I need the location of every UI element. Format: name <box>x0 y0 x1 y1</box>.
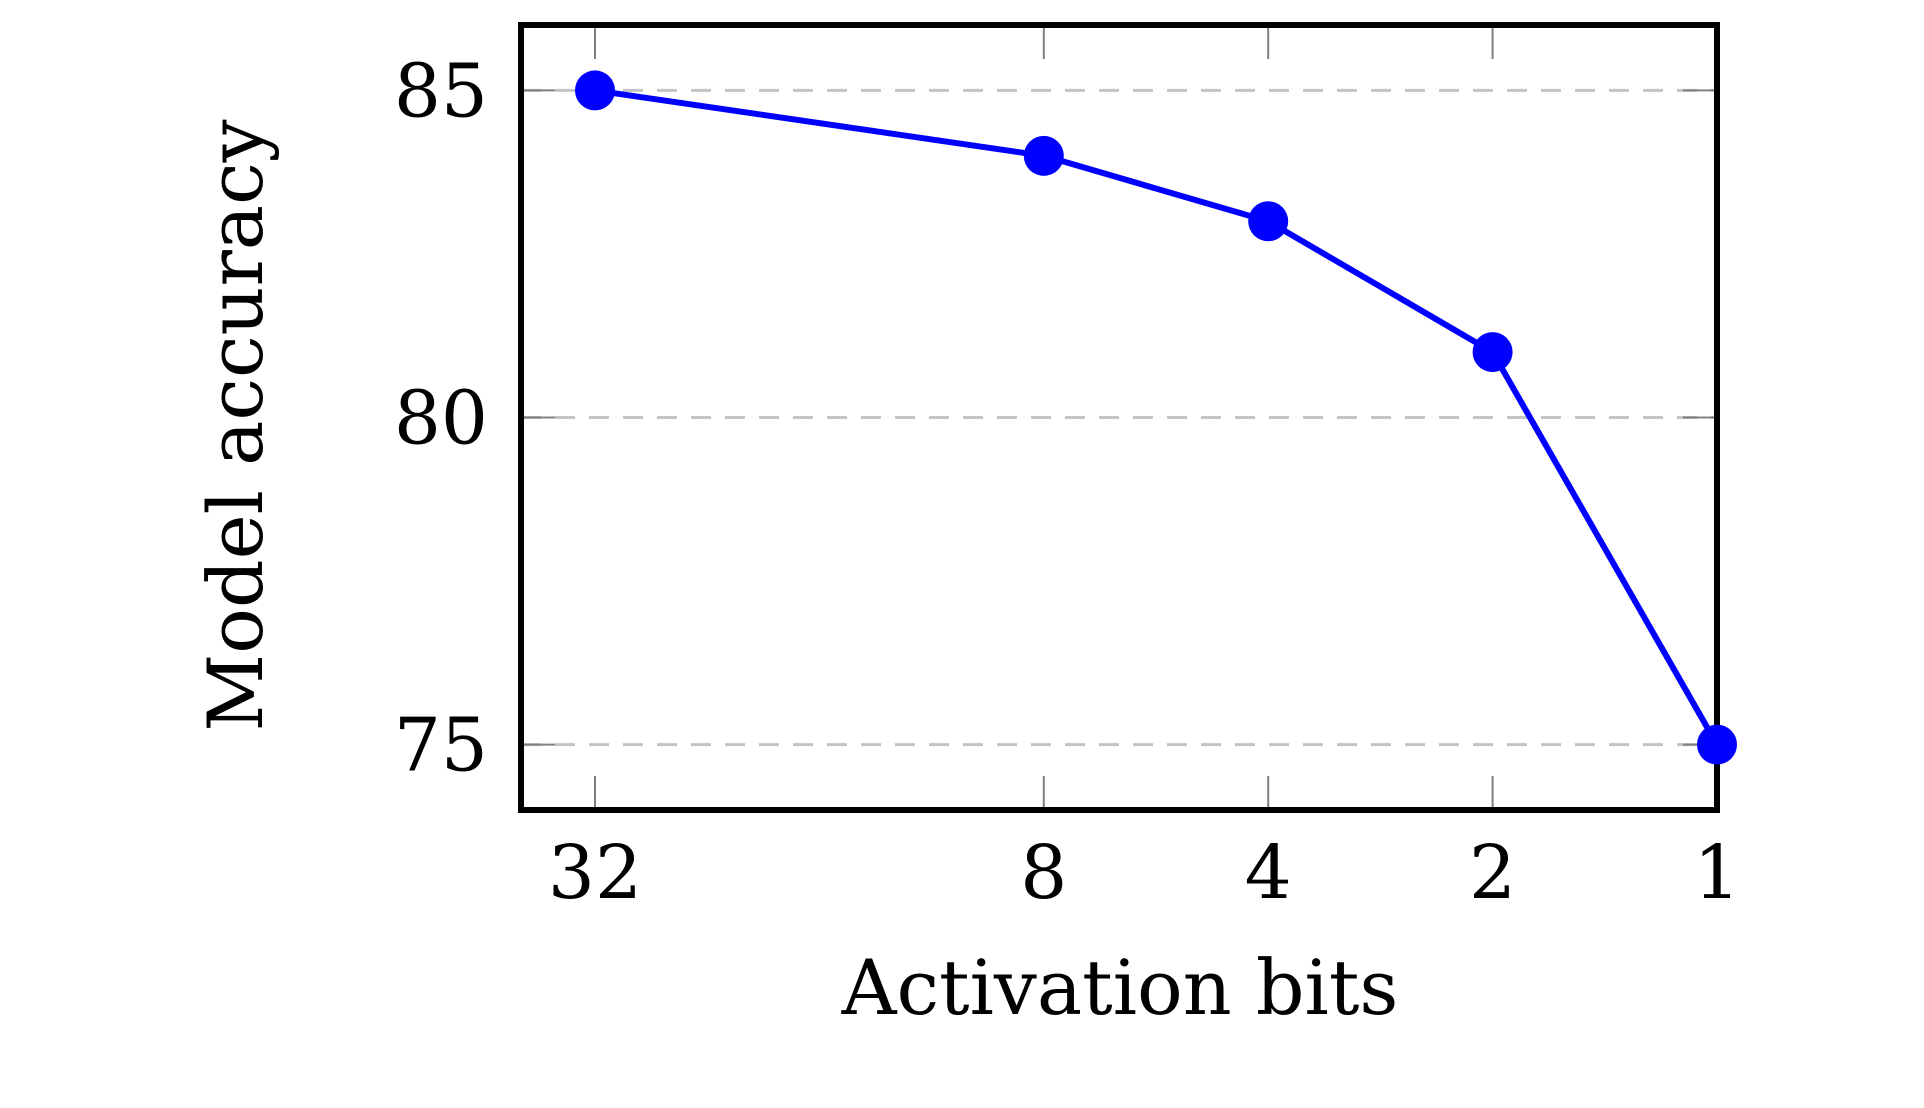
y-tick-label: 85 <box>394 48 488 134</box>
gridlines <box>521 88 1717 747</box>
data-point <box>1472 332 1513 373</box>
x-tick-label: 2 <box>1469 830 1516 916</box>
data-point <box>575 70 615 111</box>
x-tick-label: 32 <box>548 830 642 916</box>
data-point <box>1023 135 1064 176</box>
x-tick-label: 4 <box>1245 830 1292 916</box>
x-tick-label: 8 <box>1020 830 1067 916</box>
data-point <box>1697 724 1737 765</box>
data-point <box>1248 201 1289 242</box>
x-tick-label: 1 <box>1693 830 1740 916</box>
y-tick-label: 80 <box>394 376 488 462</box>
x-axis-title: Activation bits <box>841 943 1399 1032</box>
plot-frame <box>518 22 1720 813</box>
data-series <box>575 70 1737 765</box>
tick-labels: 75 80 85 32 8 4 2 1 <box>394 48 1741 916</box>
y-axis-title: Model accuracy <box>191 119 280 731</box>
y-tick-label: 75 <box>394 703 488 789</box>
